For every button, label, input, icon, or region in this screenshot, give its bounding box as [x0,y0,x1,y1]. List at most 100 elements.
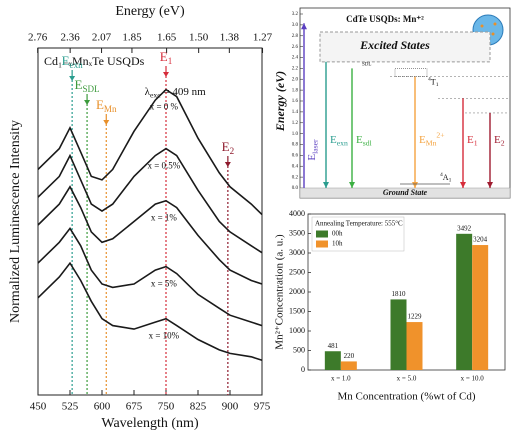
arrowhead [487,182,493,188]
x2-tick-label: 1.85 [122,32,142,44]
y-tick-label: 3000 [289,248,305,257]
y-tick-label: 1.2 [292,121,299,126]
x2-tick-label: 2.76 [28,32,48,44]
label-part: E [419,134,426,146]
y-tick-label: 0.2 [292,175,299,180]
y-tick-label: 2.2 [292,67,299,72]
value-label: 1229 [408,313,423,321]
y-tick-label: 500 [293,345,305,354]
legend-swatch [316,240,328,248]
value-label: 3492 [457,224,472,232]
ground-band [299,187,511,199]
x-tick-label: x = 1.0 [331,375,351,383]
y-tick-label: 0.6 [292,154,299,159]
legend-label: 00h [332,230,343,238]
y-axis-label: Mn²⁺Concentration (a. u.) [274,234,286,350]
x2-tick-label: 1.27 [253,32,273,44]
label-part: 2 [501,138,505,147]
x-tick-label: 525 [62,401,79,413]
transition-label: Eexn [330,134,348,148]
label-part: laser [310,139,319,154]
label-part: E [467,134,474,146]
arrowhead [460,182,466,188]
label-part: exn [337,138,348,147]
y-tick-label: 4000 [289,209,305,218]
y-tick-label: 0 [301,365,305,374]
label-part: E [330,134,337,146]
marker-arrowhead [69,76,76,81]
excited-band [319,31,491,63]
t1-label: 4T1 [428,77,439,89]
bar [340,361,357,370]
label-part: sdl [363,138,372,147]
bar [324,351,341,370]
y-tick-label: 1.8 [292,88,299,93]
arrowhead [323,182,329,188]
label-part: 2+ [436,130,444,139]
x-tick-label: 900 [222,401,239,413]
chart-title: Cd₁₋ₓMnₓTe USQDs [44,54,145,68]
value-label: 3204 [473,236,488,244]
y-tick-label: 0.0 [292,186,299,191]
y-axis-label: Energy (eV) [273,71,287,132]
marker-label: E2 [222,139,235,156]
plot-frame [37,47,263,396]
value-label: 481 [328,342,339,350]
x-tick-label: 825 [190,401,207,413]
label-part: E [356,134,363,146]
bar [406,322,423,370]
x-tick-label: x = 10.0 [461,375,485,383]
transition-label: Esdl [356,134,372,148]
y-tick-label: 3500 [289,228,305,237]
y-tick-label: 0.8 [292,143,299,148]
series-label: x = 5% [151,279,178,289]
transition-label: EMn2+ [419,130,445,147]
bar [456,233,473,370]
marker-arrowhead [224,162,231,167]
y-axis-label: Normalized Luminescence Intensity [8,120,23,323]
marker-label: ESDL [74,77,100,94]
label-part: E [222,139,230,154]
level-box [394,68,428,77]
arrowhead [301,23,307,30]
x-tick-label: 450 [30,401,47,413]
y-tick-label: 1.0 [292,132,299,137]
label-part: T [431,77,436,86]
x-axis-label: Wavelength (nm) [101,416,199,431]
label-part: E [306,154,318,161]
label-part: 4 [428,77,431,83]
x2-tick-label: 2.07 [92,32,112,44]
value-label: 220 [344,352,355,360]
y-tick-label: 2500 [289,267,305,276]
label-part: exn [70,60,84,70]
series-label: x = 10% [149,331,180,341]
legend-title: Annealing Temperature: 555°C [315,220,403,228]
sdl-label: SDL [362,63,371,68]
a1-label: 4A1 [440,172,452,184]
marker-label: EMn [96,97,117,114]
x2-tick-label: 1.50 [189,32,209,44]
legend-swatch [316,230,328,238]
x2-tick-label: 1.65 [157,32,177,44]
series-label: x = 0.5% [147,161,180,171]
y-tick-label: 0.4 [292,164,299,169]
marker-label: E1 [160,49,173,66]
y-tick-label: 1500 [289,306,305,315]
x-tick-label: x = 5.0 [397,375,417,383]
label-part: E [160,49,168,64]
label-part: E [494,134,501,146]
arrowhead [412,182,418,188]
y-tick-label: 2000 [289,287,305,296]
label-part: 1 [474,138,478,147]
x2-axis-label: Energy (eV) [115,4,185,19]
x2-tick-label: 2.36 [61,32,81,44]
transition-label: Elaser [306,139,320,161]
spectrum-line [37,88,263,216]
dot [480,24,484,28]
label-part: Mn [104,104,117,114]
spectrum-line [37,147,263,254]
x-tick-label: 675 [126,401,143,413]
bar [472,245,489,370]
label-part: Mn [426,138,437,147]
